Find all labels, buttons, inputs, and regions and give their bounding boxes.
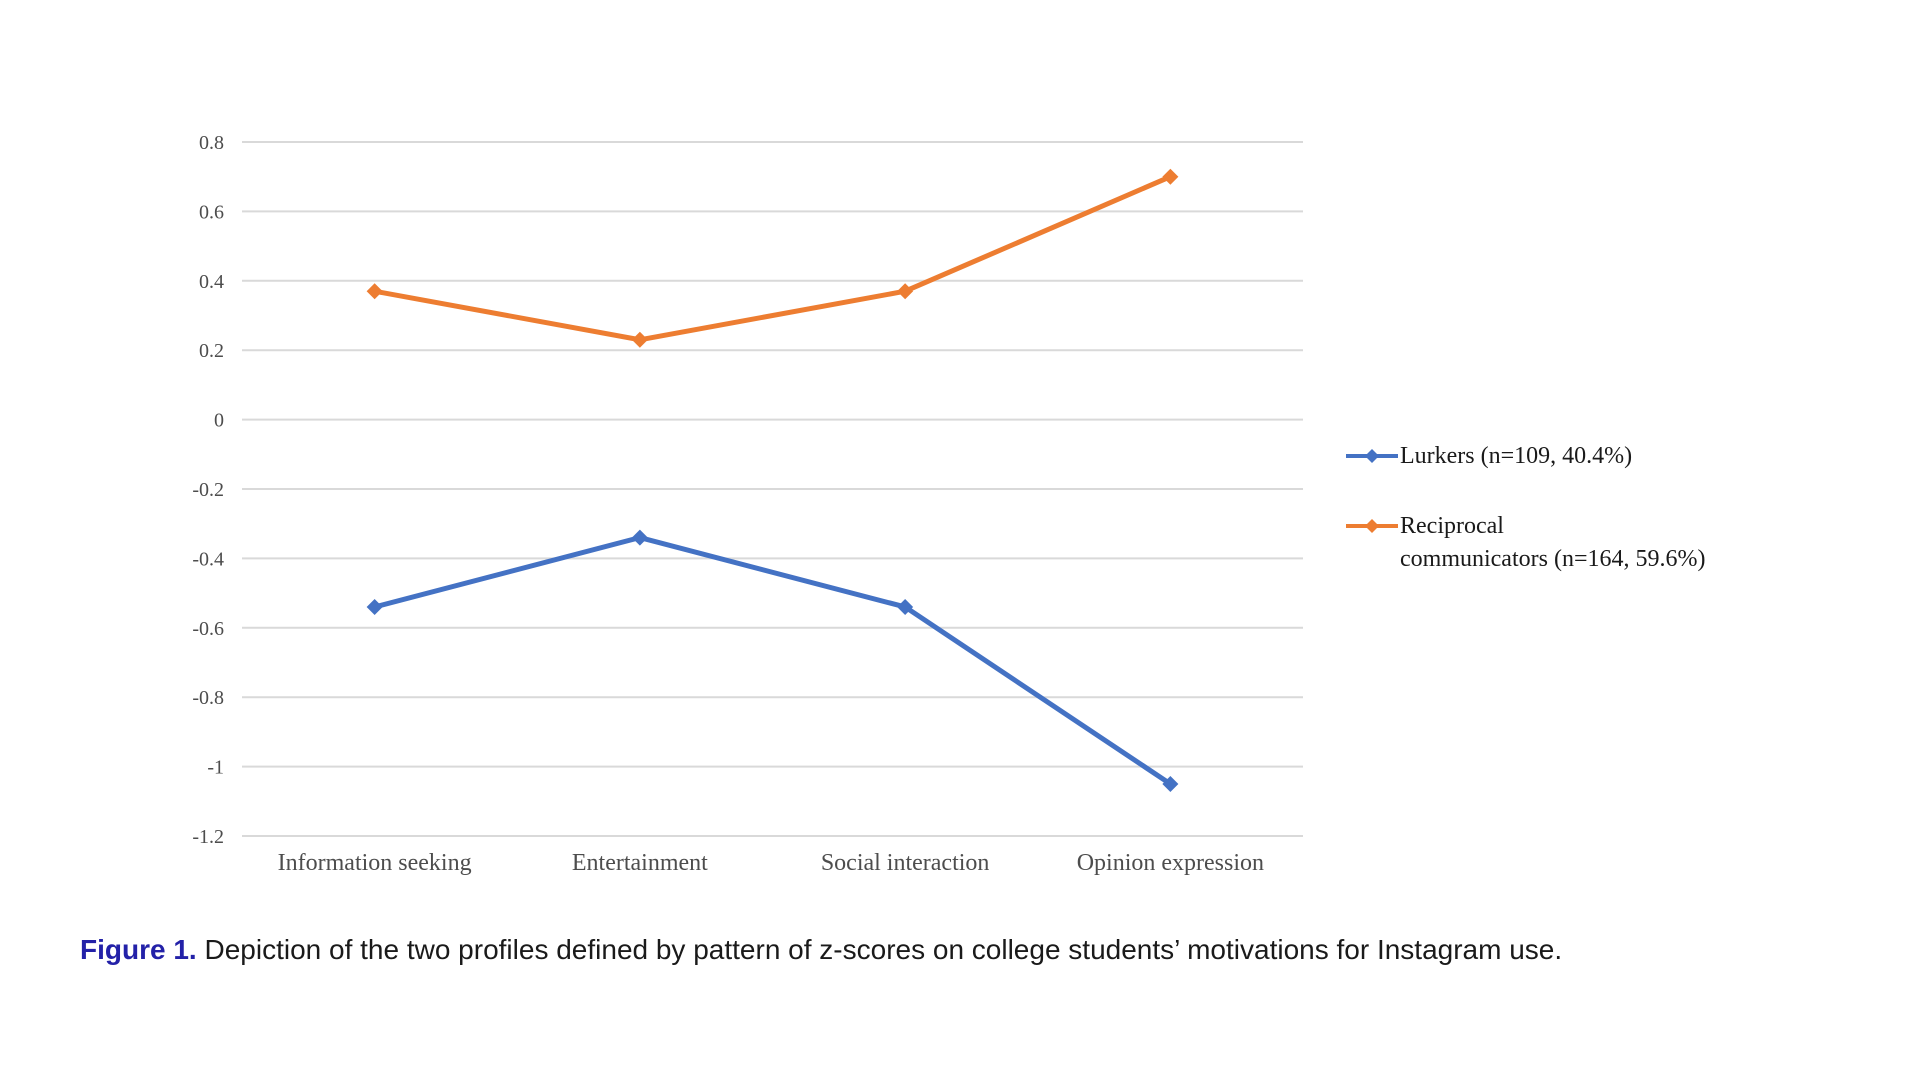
figure-caption-label: Figure 1. — [80, 934, 197, 965]
y-tick-label: 0.8 — [199, 132, 224, 154]
y-tick-label: 0.6 — [199, 201, 224, 223]
series-line — [372, 174, 1173, 343]
series-marker — [366, 598, 383, 615]
legend-marker-icon — [1346, 519, 1398, 533]
series-line — [372, 535, 1173, 787]
y-tick-label: 0.4 — [199, 271, 224, 293]
figure-caption: Figure 1. Depiction of the two profiles … — [80, 932, 1840, 968]
y-tick-label: -1 — [207, 757, 224, 779]
y-tick-label: -0.8 — [192, 687, 224, 709]
x-category-label: Information seeking — [278, 850, 472, 876]
legend-label: Lurkers (n=109, 40.4%) — [1400, 443, 1633, 469]
series-marker — [897, 598, 914, 615]
series-marker — [1162, 168, 1179, 185]
series-marker — [631, 331, 648, 348]
x-category-label: Social interaction — [821, 850, 990, 876]
y-tick-label: -0.4 — [192, 548, 224, 570]
legend-marker-icon — [1346, 449, 1398, 463]
figure-caption-text: Depiction of the two profiles defined by… — [204, 934, 1563, 965]
legend-item: Reciprocal communicators (n=164, 59.6%) — [1346, 510, 1705, 576]
series-marker — [631, 529, 648, 546]
legend-item: Lurkers (n=109, 40.4%) — [1346, 440, 1632, 473]
x-category-label: Entertainment — [572, 850, 708, 876]
series-marker — [366, 283, 383, 300]
y-tick-label: -0.6 — [192, 618, 224, 640]
y-tick-label: 0 — [214, 410, 224, 432]
y-tick-label: -1.2 — [192, 826, 224, 848]
legend-label: Reciprocal communicators (n=164, 59.6%) — [1400, 513, 1706, 572]
x-category-label: Opinion expression — [1077, 850, 1264, 876]
y-tick-label: 0.2 — [199, 340, 224, 362]
series-marker — [897, 283, 914, 300]
series-marker — [1162, 775, 1179, 792]
y-tick-label: -0.2 — [192, 479, 224, 501]
